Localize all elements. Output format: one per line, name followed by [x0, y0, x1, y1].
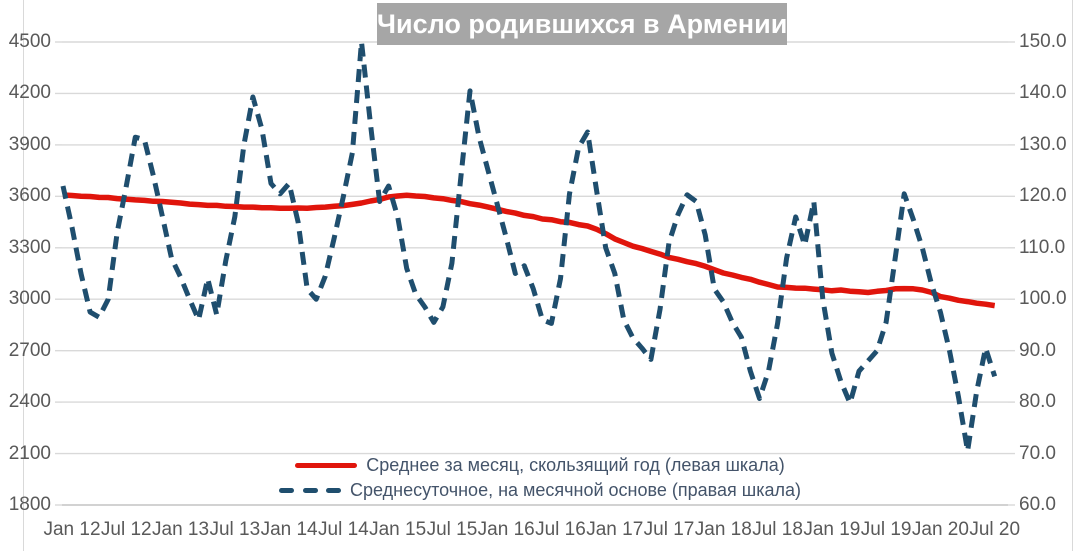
chart-border-right — [1072, 0, 1073, 551]
y-axis-right-tick-label: 100.0 — [1019, 288, 1067, 310]
y-axis-right-tick-label: 130.0 — [1019, 133, 1067, 155]
y-axis-right-tick-label: 70.0 — [1019, 442, 1056, 464]
x-axis-tick-label: Jan 19 — [803, 519, 861, 540]
x-axis-tick-label: Jul 17 — [643, 519, 695, 540]
series-daily-average-line — [60, 39, 998, 454]
y-axis-right-tick-label: 90.0 — [1019, 339, 1056, 361]
y-axis-left-tick-label: 3600 — [8, 185, 51, 207]
x-axis-tick-label: Jan 15 — [369, 519, 427, 540]
y-axis-right-tick-label: 60.0 — [1019, 494, 1056, 515]
legend-item-daily-average: Среднесуточное, на месячной основе (прав… — [279, 478, 801, 502]
x-axis-tick-label: Jan 16 — [477, 519, 535, 540]
legend-item-monthly-average: Среднее за месяц, скользящий год (левая … — [295, 453, 785, 477]
x-axis-tick-label: Jan 14 — [260, 519, 318, 540]
x-axis-tick-label: Jul 18 — [752, 519, 803, 540]
legend-label-monthly-average: Среднее за месяц, скользящий год (левая … — [366, 454, 785, 475]
x-axis-tick-label: Jan 17 — [586, 519, 644, 540]
legend: Среднее за месяц, скользящий год (левая … — [0, 453, 1080, 502]
y-axis-left-tick-label: 4500 — [8, 31, 51, 52]
series-monthly-average-line — [62, 192, 996, 309]
y-axis-left-tick-label: 2400 — [8, 391, 51, 413]
x-axis-tick-label: Jul 13 — [209, 519, 261, 540]
y-axis-right-tick-label: 120.0 — [1019, 185, 1067, 207]
x-axis-tick-label: Jan 20 — [911, 519, 969, 540]
x-axis-tick-label: Jan 18 — [694, 519, 752, 540]
y-axis-right-tick-label: 80.0 — [1019, 391, 1056, 413]
y-axis-left-tick-label: 3900 — [8, 133, 51, 155]
x-axis-tick-label: Jul 12 — [100, 519, 152, 540]
x-axis-tick-label: Jan 13 — [152, 519, 210, 540]
y-axis-right-tick-label: 110.0 — [1019, 236, 1066, 258]
y-axis-left-tick-label: 2100 — [8, 442, 51, 464]
y-axis-left-tick-label: 1800 — [8, 494, 51, 515]
y-axis-right-tick-label: 150.0 — [1019, 31, 1067, 52]
chart-border-left — [23, 0, 24, 551]
legend-label-daily-average: Среднесуточное, на месячной основе (прав… — [350, 479, 801, 500]
x-axis-tick-label: Jul 16 — [535, 519, 586, 540]
x-axis-tick-label: Jul 15 — [426, 519, 478, 540]
x-axis-tick-label: Jul 20 — [969, 519, 1021, 540]
x-axis-tick-label: Jan 12 — [43, 519, 101, 540]
y-axis-left-tick-label: 3300 — [8, 236, 51, 258]
x-axis-tick-label: Jul 19 — [860, 519, 912, 540]
legend-marker-dashed-line-icon — [279, 487, 341, 493]
y-axis-left-tick-label: 4200 — [8, 82, 51, 104]
y-axis-right-tick-label: 140.0 — [1019, 82, 1067, 104]
y-axis-left-tick-label: 3000 — [8, 288, 51, 310]
chart-title: Число родившихся в Армении — [377, 3, 787, 45]
x-axis-tick-label: Jul 14 — [318, 519, 369, 540]
y-axis-left-tick-label: 2700 — [8, 339, 51, 361]
legend-marker-solid-line-icon — [295, 462, 358, 468]
